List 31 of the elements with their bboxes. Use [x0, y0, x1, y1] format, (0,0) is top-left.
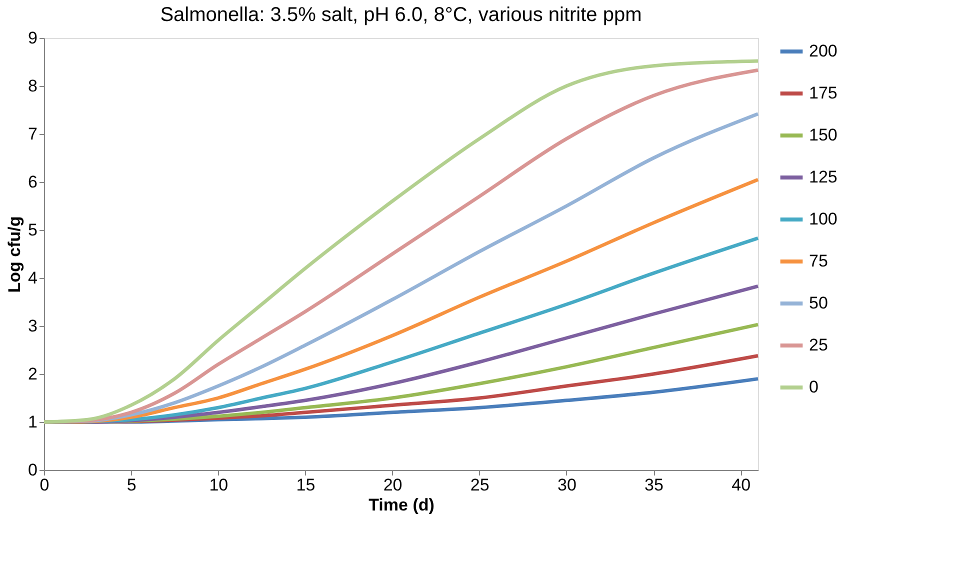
- x-axis-title: Time (d): [368, 496, 434, 514]
- x-tick-label: 25: [470, 476, 490, 494]
- legend-label: 0: [809, 378, 818, 396]
- legend-label: 150: [809, 126, 838, 144]
- legend-label: 75: [809, 252, 828, 270]
- y-tick-label: 1: [28, 412, 38, 432]
- legend-label: 100: [809, 210, 838, 228]
- y-tick-label: 8: [28, 76, 38, 96]
- y-tick-label: 4: [28, 268, 38, 288]
- y-tick-label: 7: [28, 124, 38, 144]
- y-tick-label: 6: [28, 172, 38, 192]
- y-tick-label: 3: [28, 316, 38, 336]
- x-tick-label: 5: [126, 476, 136, 494]
- y-tick-label: 5: [28, 220, 38, 240]
- y-axis-title: Log cfu/g: [5, 216, 24, 293]
- y-tick-label: 2: [28, 364, 38, 384]
- x-tick-label: 0: [40, 476, 50, 494]
- y-tick-label: 9: [28, 28, 38, 48]
- y-tick-label: 0: [28, 460, 38, 480]
- legend-label: 125: [809, 168, 838, 186]
- x-tick-label: 10: [209, 476, 228, 494]
- legend-label: 50: [809, 294, 828, 312]
- legend-label: 175: [809, 84, 838, 102]
- legend-label: 25: [809, 336, 828, 354]
- x-tick-label: 20: [383, 476, 402, 494]
- x-tick-label: 35: [644, 476, 664, 494]
- chart-title: Salmonella: 3.5% salt, pH 6.0, 8°C, various nitrite ppm: [160, 4, 642, 26]
- x-tick-label: 40: [732, 476, 751, 494]
- x-tick-label: 15: [296, 476, 316, 494]
- legend-label: 200: [809, 42, 838, 60]
- x-tick-label: 30: [557, 476, 576, 494]
